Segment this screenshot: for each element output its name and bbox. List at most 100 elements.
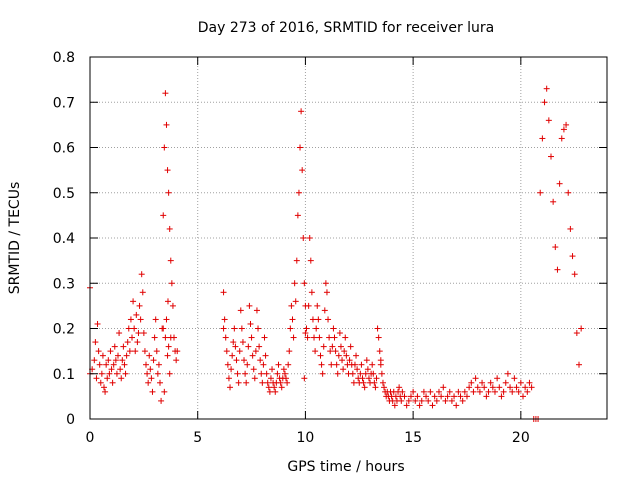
data-point: [220, 289, 227, 296]
data-point: [281, 370, 288, 377]
data-point: [247, 320, 254, 327]
data-point: [307, 257, 314, 264]
data-point: [494, 375, 501, 382]
data-point: [365, 375, 372, 382]
data-point: [297, 144, 304, 151]
data-point: [560, 126, 567, 133]
data-point: [239, 339, 246, 346]
data-point: [373, 375, 380, 382]
data-point: [374, 325, 381, 332]
data-point: [164, 298, 171, 305]
data-point: [301, 375, 308, 382]
data-point: [332, 348, 339, 355]
y-tick-label: 0: [66, 412, 75, 428]
data-point: [425, 397, 432, 404]
data-point: [335, 352, 342, 359]
data-point: [163, 316, 170, 323]
data-point: [487, 379, 494, 386]
data-point: [573, 330, 580, 337]
data-point: [95, 348, 102, 355]
data-point: [423, 393, 430, 400]
data-point: [353, 352, 360, 359]
data-point: [263, 370, 270, 377]
data-point: [319, 370, 326, 377]
data-point: [139, 289, 146, 296]
data-point: [110, 361, 117, 368]
data-point: [500, 388, 507, 395]
data-point: [163, 121, 170, 128]
data-point: [347, 343, 354, 350]
data-point: [343, 352, 350, 359]
data-point: [105, 357, 112, 364]
data-point: [545, 117, 552, 124]
data-point: [442, 397, 449, 404]
data-point: [420, 388, 427, 395]
data-point: [287, 325, 294, 332]
data-point: [166, 225, 173, 232]
data-point: [93, 375, 100, 382]
data-point: [166, 370, 173, 377]
data-point: [321, 307, 328, 314]
data-point: [354, 366, 361, 373]
data-point: [223, 348, 230, 355]
y-axis-label: SRMTID / TECUs: [7, 182, 23, 295]
data-point: [444, 393, 451, 400]
data-point: [255, 325, 262, 332]
data-point: [435, 388, 442, 395]
data-point: [459, 397, 466, 404]
data-point: [145, 379, 152, 386]
data-point: [133, 311, 140, 318]
data-point: [569, 253, 576, 260]
data-point: [312, 348, 319, 355]
data-point: [479, 379, 486, 386]
data-point: [132, 348, 139, 355]
data-point: [278, 384, 285, 391]
data-point: [243, 379, 250, 386]
data-point: [269, 366, 276, 373]
data-point: [410, 388, 417, 395]
data-point: [109, 379, 116, 386]
data-point: [334, 370, 341, 377]
data-point: [160, 325, 167, 332]
data-point: [126, 348, 133, 355]
data-point: [222, 334, 229, 341]
data-point: [138, 271, 145, 278]
data-point: [412, 397, 419, 404]
data-point: [350, 379, 357, 386]
data-point: [369, 361, 376, 368]
data-point: [143, 361, 150, 368]
data-point: [220, 325, 227, 332]
data-point: [302, 330, 309, 337]
data-point: [578, 325, 585, 332]
data-point: [256, 343, 263, 350]
data-point: [98, 370, 105, 377]
data-point: [137, 316, 144, 323]
data-point: [136, 302, 143, 309]
data-point: [225, 375, 232, 382]
data-point: [485, 388, 492, 395]
data-point: [455, 388, 462, 395]
data-point: [315, 316, 322, 323]
data-point: [154, 370, 161, 377]
data-point: [253, 307, 260, 314]
data-point: [308, 289, 315, 296]
data-point: [131, 325, 138, 332]
data-point: [522, 384, 529, 391]
data-point: [158, 397, 165, 404]
y-tick-label: 0.4: [53, 231, 75, 247]
data-point: [375, 334, 382, 341]
data-point: [313, 325, 320, 332]
data-point: [317, 352, 324, 359]
x-tick-label: 15: [404, 430, 422, 446]
data-point: [453, 402, 460, 409]
data-point: [328, 361, 335, 368]
data-point: [241, 357, 248, 364]
data-point: [153, 348, 160, 355]
data-point: [165, 343, 172, 350]
data-point: [489, 384, 496, 391]
data-point: [476, 388, 483, 395]
data-point: [461, 388, 468, 395]
data-point: [481, 384, 488, 391]
data-point: [337, 343, 344, 350]
data-point: [403, 402, 410, 409]
